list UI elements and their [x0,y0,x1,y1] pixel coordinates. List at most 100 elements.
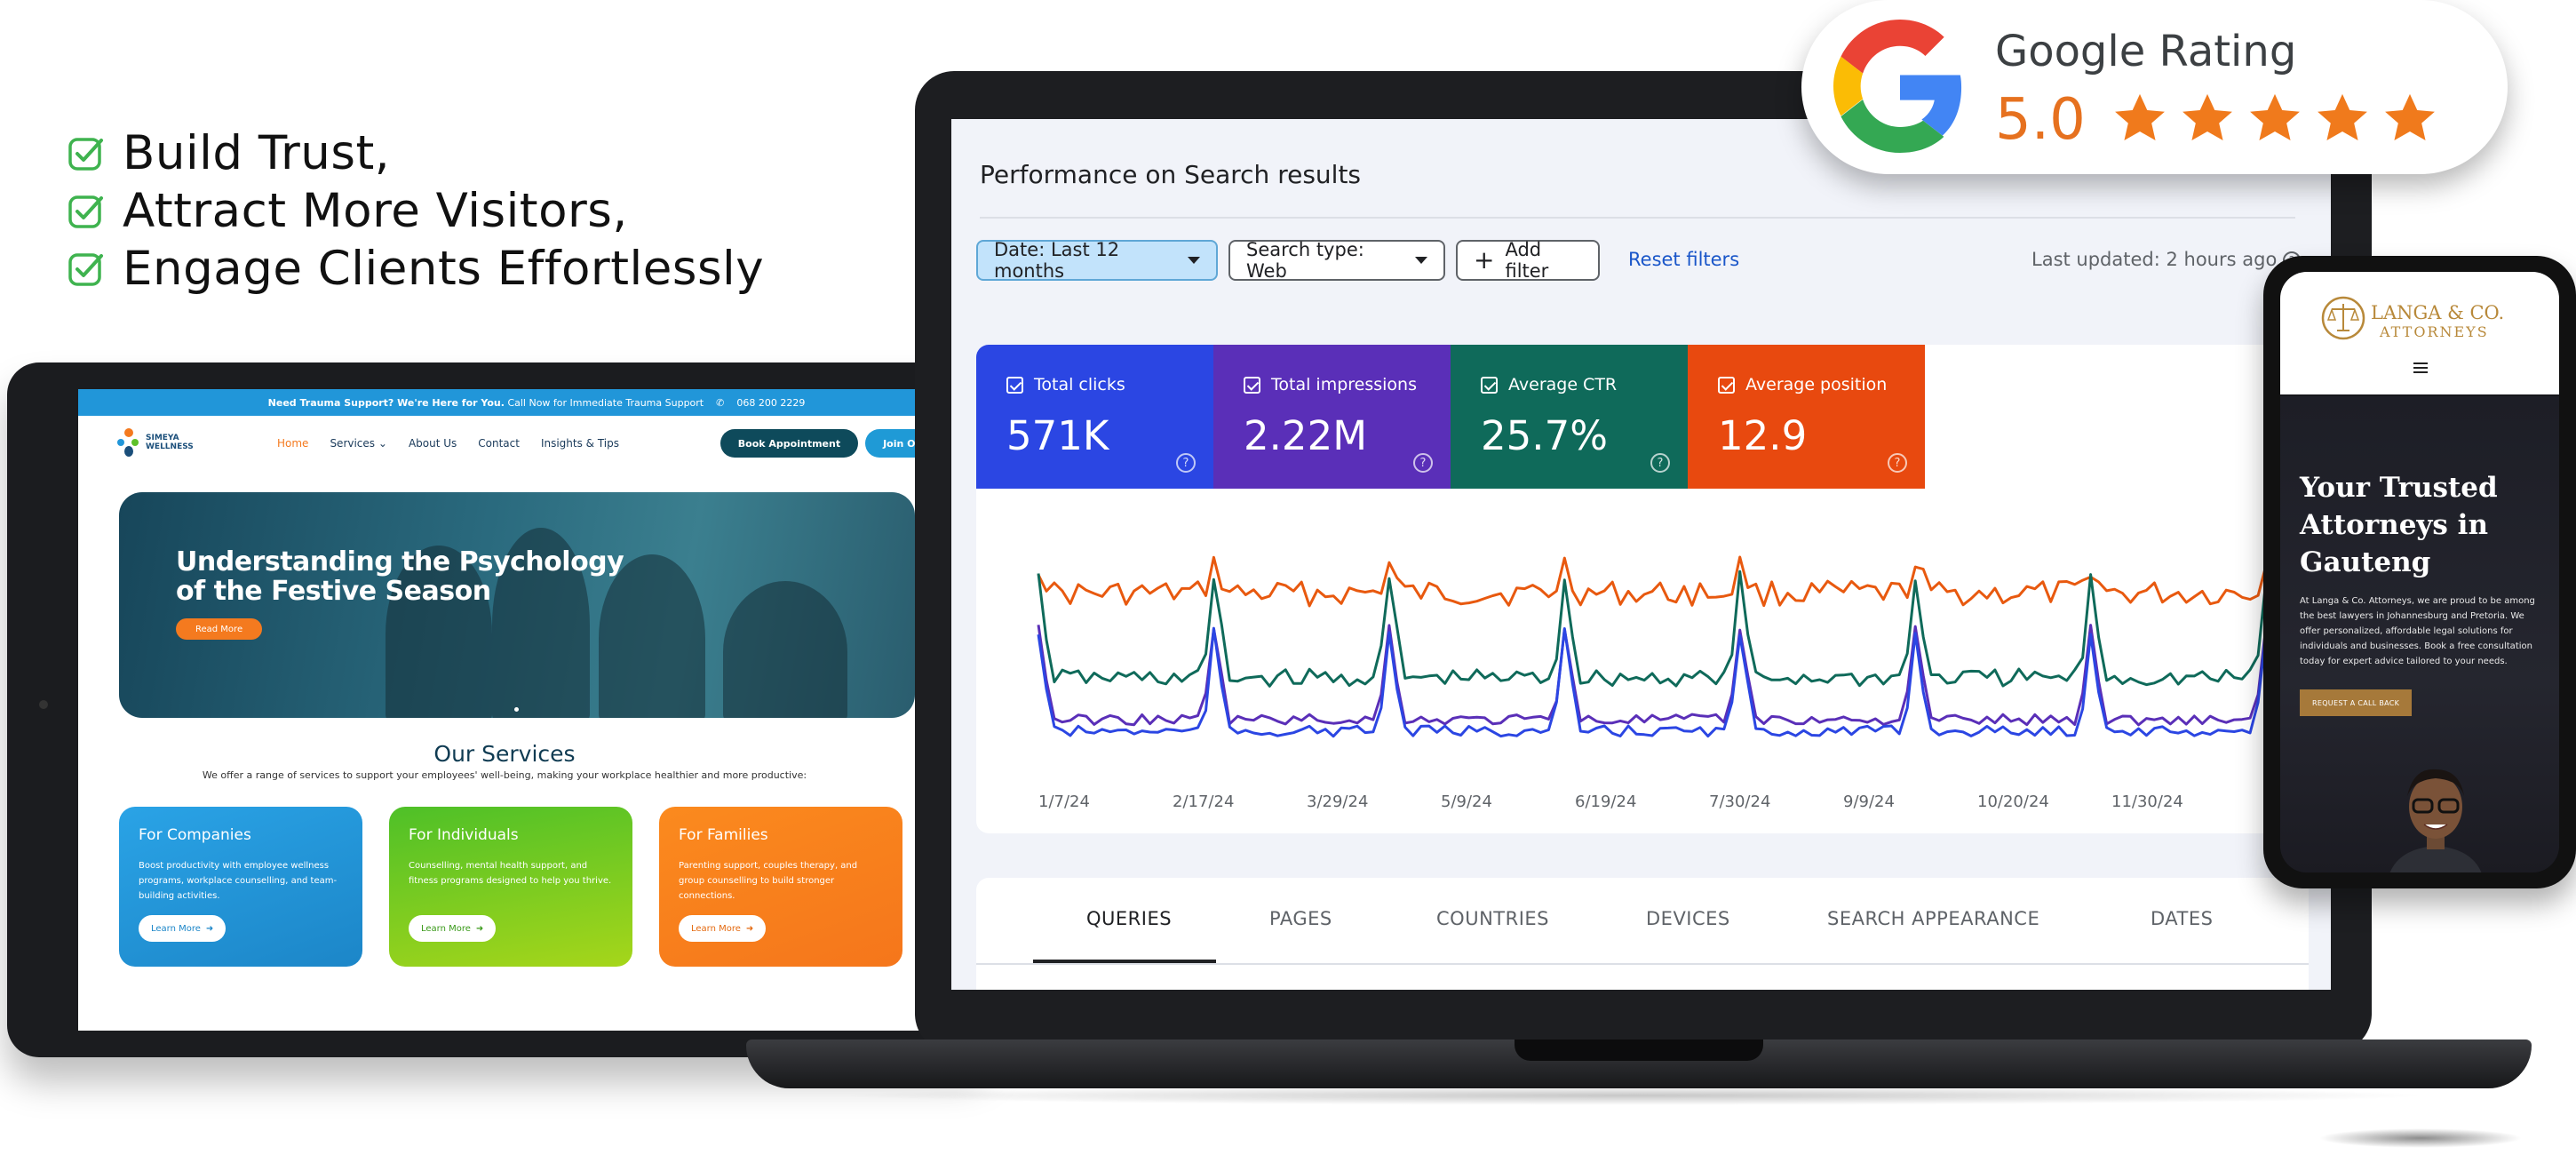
google-rating-badge: Google Rating 5.0 [1801,0,2508,174]
rating-stars [2112,91,2437,146]
learn-more-label: Learn More [691,923,741,934]
tab-countries[interactable]: COUNTRIES [1436,908,1549,929]
headline-list: Build Trust, Attract More Visitors, Enga… [68,124,764,298]
divider [976,963,2309,965]
tab-pages[interactable]: PAGES [1269,908,1332,929]
checkbox-icon [1481,376,1498,394]
learn-more-button[interactable]: Learn More ➜ [139,915,227,942]
topbar-text: Call Now for Immediate Trauma Support [507,396,704,409]
nav-services-label: Services [330,437,376,450]
metric-total-clicks[interactable]: Total clicks 571K ? [976,345,1213,489]
phone-screen: LANGA & CO. ATTORNEYS Your Trusted Attorn… [2280,272,2559,872]
phone-brand: LANGA & CO. [2371,302,2505,323]
performance-chart: 1/7/24 2/17/24 3/29/24 5/9/24 6/19/24 7/30/24… [1037,555,2300,811]
hero-title: Understanding the Psychology of the Festi… [176,547,624,606]
hero-banner: Understanding the Psychology of the Festi… [119,492,915,718]
card-title: For Families [679,826,768,844]
laptop-shadow [835,1086,2434,1105]
tablet-camera [39,700,48,709]
headline-text: Attract More Visitors, [123,184,628,238]
service-card-companies: For Companies Boost productivity with em… [119,807,362,967]
divider [980,217,2295,219]
x-tick-label: 3/29/24 [1307,793,1368,811]
phone-hero-line: Gauteng [2300,546,2431,578]
date-filter-label: Date: Last 12 months [994,239,1120,282]
site-logo[interactable]: SIMEYA WELLNESS [115,422,213,465]
check-icon [68,195,103,228]
phone-hero-line: Attorneys in [2300,509,2488,541]
topbar-phone[interactable]: 068 200 2229 [736,396,806,409]
metric-average-position[interactable]: Average position 12.9 ? [1688,345,1925,489]
plus-icon: + [1474,245,1495,275]
phone-hero-title: Your Trusted Attorneys in Gauteng [2300,469,2498,581]
nav-insights[interactable]: Insights & Tips [540,437,620,450]
checkbox-icon [1244,376,1260,394]
star-icon [2182,93,2232,141]
star-icon [2250,93,2300,141]
tab-search-appearance[interactable]: SEARCH APPEARANCE [1827,908,2040,929]
nav-about[interactable]: About Us [408,437,457,450]
x-tick-label: 10/20/24 [1977,793,2049,811]
rating-value: 5.0 [1995,87,2086,153]
help-icon[interactable]: ? [1650,453,1670,473]
learn-more-button[interactable]: Learn More ➜ [679,915,767,942]
learn-more-label: Learn More [421,923,471,934]
chevron-down-icon: ⌄ [378,437,387,450]
phone-hero-text: At Langa & Co. Attorneys, we are proud t… [2300,596,2535,666]
nav-home[interactable]: Home [277,437,309,450]
phone-hero: Your Trusted Attorneys in Gauteng At Langa… [2280,396,2559,872]
x-tick-label: 5/9/24 [1441,793,1492,811]
menu-icon[interactable] [2413,362,2428,376]
nav-services[interactable]: Services ⌄ [330,437,387,450]
card-text: Counselling, mental health support, and … [409,861,612,886]
hero-title-line2: of the Festive Season [176,576,491,607]
services-subtitle: We offer a range of services to support … [202,769,807,781]
checkbox-icon [1718,376,1735,394]
arrow-right-icon: ➜ [205,923,214,934]
learn-more-label: Learn More [151,923,201,934]
date-filter-chip[interactable]: Date: Last 12 months [976,239,1218,282]
help-icon[interactable]: ? [1888,453,1907,473]
laptop-notch [1515,1040,1763,1061]
help-icon[interactable]: ? [1413,453,1433,473]
metric-total-impressions[interactable]: Total impressions 2.22M ? [1213,345,1451,489]
page-title: Performance on Search results [980,160,1362,189]
reset-filters-link[interactable]: Reset filters [1628,249,1740,270]
carousel-dot[interactable] [514,707,519,712]
card-title: For Individuals [409,826,519,844]
x-tick-label: 7/30/24 [1709,793,1770,811]
card-text: Parenting support, couples therapy, and … [679,861,858,901]
tab-queries[interactable]: QUERIES [1086,908,1173,929]
service-card-individuals: For Individuals Counselling, mental heal… [389,807,632,967]
caret-down-icon [1188,257,1200,264]
tab-dates[interactable]: DATES [2151,908,2214,929]
help-icon[interactable]: ? [1176,453,1196,473]
checkbox-icon [1006,376,1023,394]
logo-mark [115,428,142,458]
tablet-device: Need Trauma Support? We're Here for You.… [7,362,995,1057]
logo-line2: WELLNESS [146,442,194,451]
read-more-button[interactable]: Read More [176,618,263,640]
google-logo-icon [1833,20,1962,153]
metric-average-ctr[interactable]: Average CTR 25.7% ? [1451,345,1688,489]
card-text: Boost productivity with employee wellnes… [139,861,338,901]
logo-line1: SIMEYA [146,434,179,443]
nav-contact[interactable]: Contact [478,437,520,450]
learn-more-button[interactable]: Learn More ➜ [409,915,497,942]
site-nav: SIMEYA WELLNESS Home Services ⌄ About Us … [78,416,995,471]
services-title: Our Services [433,741,576,767]
rating-title: Google Rating [1995,27,2297,76]
add-filter-button[interactable]: + Add filter [1456,239,1600,282]
attorney-portrait [2389,769,2482,872]
star-icon [2318,93,2367,141]
search-type-chip[interactable]: Search type: Web [1228,239,1445,282]
service-card-families: For Families Parenting support, couples … [659,807,902,967]
arrow-right-icon: ➜ [475,923,484,934]
main-menu: Home Services ⌄ About Us Contact Insight… [277,437,619,450]
request-call-back-button[interactable]: REQUEST A CALL BACK [2300,689,2413,716]
last-updated: Last updated: 2 hours ago ? [2031,249,2301,270]
tab-devices[interactable]: DEVICES [1646,908,1730,929]
card-title: For Companies [139,826,251,844]
book-appointment-button[interactable]: Book Appointment [720,429,859,458]
